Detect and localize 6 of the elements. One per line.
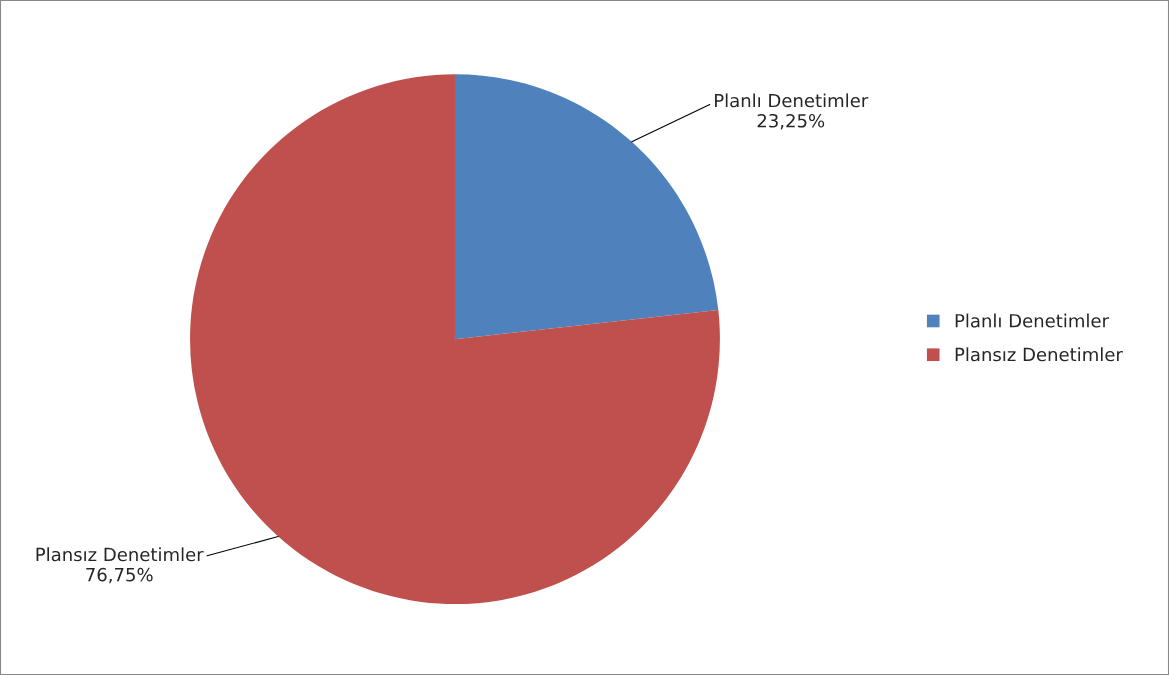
slice-label: Planlı Denetimler	[715, 93, 869, 108]
data-label: 76,75%	[86, 567, 153, 584]
legend-label: Plansız Denetimler	[955, 347, 1123, 362]
legend-label: Planlı Denetimler	[955, 313, 1109, 328]
data-label: 23,25%	[757, 113, 825, 130]
slice-label: Plansız Denetimler	[36, 547, 204, 562]
